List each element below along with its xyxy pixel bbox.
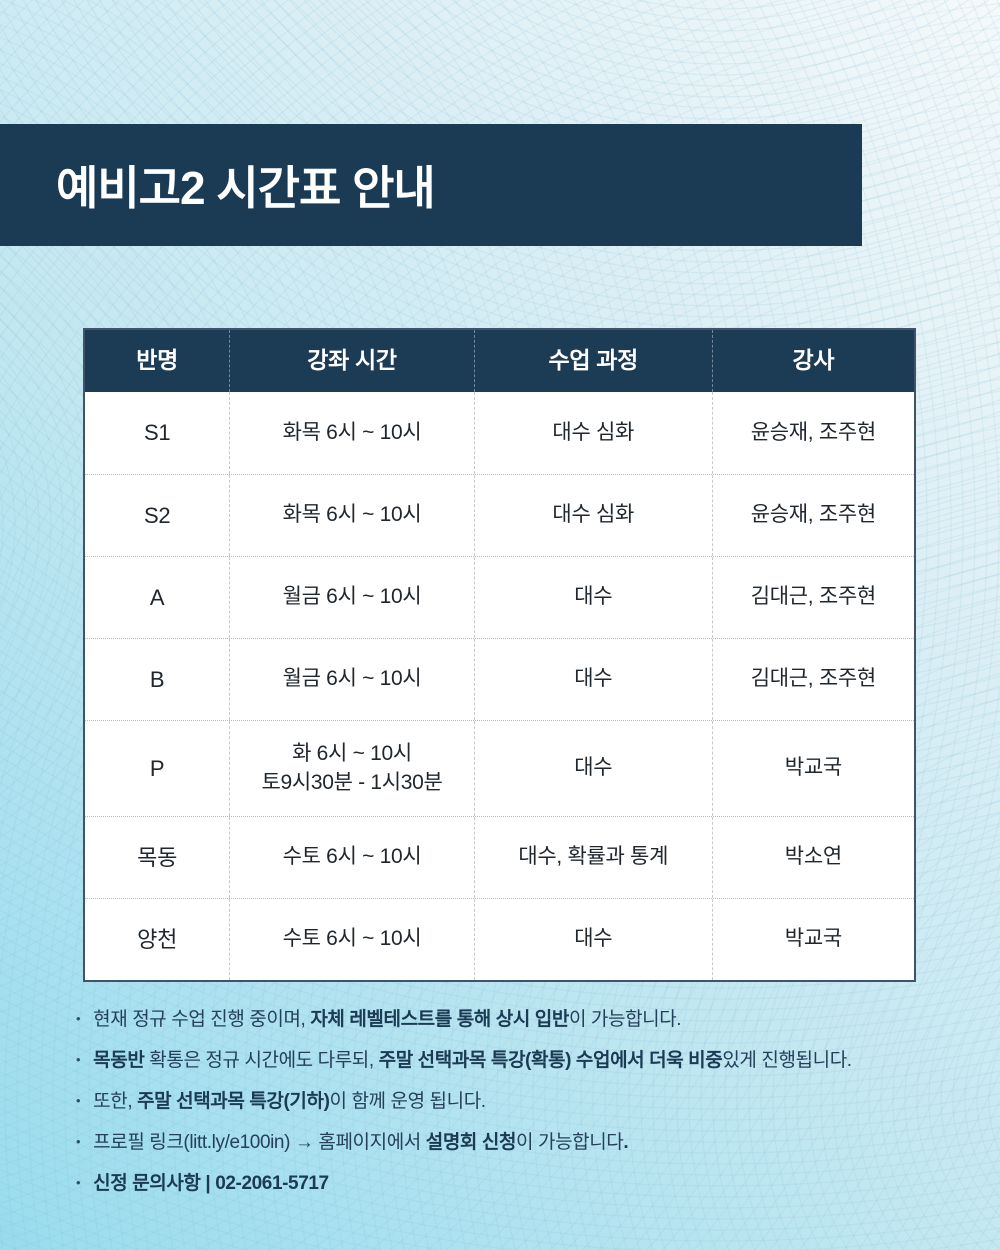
note-item: • 목동반 확통은 정규 시간에도 다루되, 주말 선택과목 특강(확통) 수업… <box>76 1045 976 1072</box>
note-segment-bold: 신정 문의사항 | 02-2061-5717 <box>93 1173 329 1194</box>
table-row: P 화 6시 ~ 10시 토9시30분 - 1시30분 대수 박교국 <box>85 720 914 816</box>
note-segment: 또한, <box>93 1091 138 1112</box>
cell-course: 대수 <box>473 557 712 638</box>
table-row: S1 화목 6시 ~ 10시 대수 심화 윤승재, 조주현 <box>85 392 914 474</box>
note-segment: 이 가능합니다 <box>516 1132 624 1153</box>
note-text: 목동반 확통은 정규 시간에도 다루되, 주말 선택과목 특강(확통) 수업에서… <box>93 1045 852 1072</box>
table-header-row: 반명 강좌 시간 수업 과정 강사 <box>85 330 914 392</box>
page-title: 예비고2 시간표 안내 <box>56 162 436 214</box>
note-segment-bold: 설명회 신청 <box>425 1132 517 1153</box>
note-item: • 프로필 링크(litt.ly/e100in) → 홈페이지에서 설명회 신청… <box>76 1127 976 1154</box>
notes-list: • 현재 정규 수업 진행 중이며, 자체 레벨테스트를 통해 상시 입반이 가… <box>76 1004 976 1195</box>
cell-course: 대수 심화 <box>473 475 712 556</box>
cell-time: 화목 6시 ~ 10시 <box>229 475 474 556</box>
note-segment: 확통은 정규 시간에도 다루되, <box>144 1050 379 1071</box>
note-segment-bold: 자체 레벨테스트를 통해 상시 입반 <box>310 1009 569 1030</box>
note-segment: 프로필 링크(litt.ly/e100in) → 홈페이지에서 <box>93 1132 426 1153</box>
table-row: S2 화목 6시 ~ 10시 대수 심화 윤승재, 조주현 <box>85 474 914 556</box>
cell-time: 화 6시 ~ 10시 토9시30분 - 1시30분 <box>229 721 474 816</box>
cell-course: 대수 <box>473 721 712 816</box>
cell-class-name: S2 <box>143 502 171 528</box>
cell-class-name: P <box>149 755 165 781</box>
bullet-dot: • <box>76 1011 81 1026</box>
note-text: 현재 정규 수업 진행 중이며, 자체 레벨테스트를 통해 상시 입반이 가능합… <box>93 1004 681 1031</box>
cell-teacher: 박소연 <box>711 817 914 898</box>
cell-teacher: 김대근, 조주현 <box>711 639 914 720</box>
note-segment-bold: . <box>623 1132 629 1153</box>
bullet-dot: • <box>76 1175 81 1190</box>
note-segment-bold: 주말 선택과목 특강(기하) <box>137 1091 330 1112</box>
bullet-dot: • <box>76 1093 81 1108</box>
cell-teacher: 박교국 <box>711 721 914 816</box>
header-cell-time: 강좌 시간 <box>229 330 474 392</box>
note-segment: 이 함께 운영 됩니다. <box>329 1091 487 1112</box>
header-cell-class: 반명 <box>136 347 178 374</box>
cell-course: 대수 심화 <box>473 392 712 474</box>
title-banner: 예비고2 시간표 안내 <box>0 124 862 246</box>
cell-teacher: 김대근, 조주현 <box>711 557 914 638</box>
cell-teacher: 윤승재, 조주현 <box>711 475 914 556</box>
schedule-table: 반명 강좌 시간 수업 과정 강사 S1 화목 6시 ~ 10시 대수 심화 윤… <box>83 328 916 982</box>
note-item: • 신정 문의사항 | 02-2061-5717 <box>76 1168 976 1195</box>
bullet-dot: • <box>76 1052 81 1067</box>
cell-time: 수토 6시 ~ 10시 <box>229 817 474 898</box>
table-row: A 월금 6시 ~ 10시 대수 김대근, 조주현 <box>85 556 914 638</box>
table-row: 양천 수토 6시 ~ 10시 대수 박교국 <box>85 898 914 980</box>
note-segment: 있게 진행됩니다. <box>722 1050 852 1071</box>
header-cell-course: 수업 과정 <box>473 330 712 392</box>
table-row: 목동 수토 6시 ~ 10시 대수, 확률과 통계 박소연 <box>85 816 914 898</box>
cell-time: 월금 6시 ~ 10시 <box>229 557 474 638</box>
cell-teacher: 윤승재, 조주현 <box>711 392 914 474</box>
cell-time: 화목 6시 ~ 10시 <box>229 392 474 474</box>
cell-course: 대수 <box>473 639 712 720</box>
cell-class-name: B <box>149 666 165 692</box>
bullet-dot: • <box>76 1134 81 1149</box>
note-segment-bold: 주말 선택과목 특강(확통) 수업에서 더욱 비중 <box>378 1050 723 1071</box>
note-segment-bold: 목동반 <box>93 1050 145 1071</box>
cell-teacher: 박교국 <box>711 899 914 980</box>
time-line-2: 토9시30분 - 1시30분 <box>261 770 443 794</box>
header-cell-teacher: 강사 <box>711 330 914 392</box>
note-segment: 이 가능합니다. <box>568 1009 682 1030</box>
cell-course: 대수 <box>473 899 712 980</box>
cell-class-name: 목동 <box>137 844 178 870</box>
note-text: 프로필 링크(litt.ly/e100in) → 홈페이지에서 설명회 신청이 … <box>93 1127 629 1154</box>
note-text: 신정 문의사항 | 02-2061-5717 <box>93 1168 329 1195</box>
cell-class-name: 양천 <box>137 926 178 952</box>
cell-time: 월금 6시 ~ 10시 <box>229 639 474 720</box>
note-item: • 또한, 주말 선택과목 특강(기하)이 함께 운영 됩니다. <box>76 1086 976 1113</box>
note-text: 또한, 주말 선택과목 특강(기하)이 함께 운영 됩니다. <box>93 1086 486 1113</box>
note-segment: 현재 정규 수업 진행 중이며, <box>93 1009 311 1030</box>
cell-class-name: A <box>149 584 165 610</box>
time-line-1: 화 6시 ~ 10시 <box>292 742 412 766</box>
note-item: • 현재 정규 수업 진행 중이며, 자체 레벨테스트를 통해 상시 입반이 가… <box>76 1004 976 1031</box>
cell-time: 수토 6시 ~ 10시 <box>229 899 474 980</box>
cell-class-name: S1 <box>143 420 171 446</box>
table-row: B 월금 6시 ~ 10시 대수 김대근, 조주현 <box>85 638 914 720</box>
cell-course: 대수, 확률과 통계 <box>473 817 712 898</box>
